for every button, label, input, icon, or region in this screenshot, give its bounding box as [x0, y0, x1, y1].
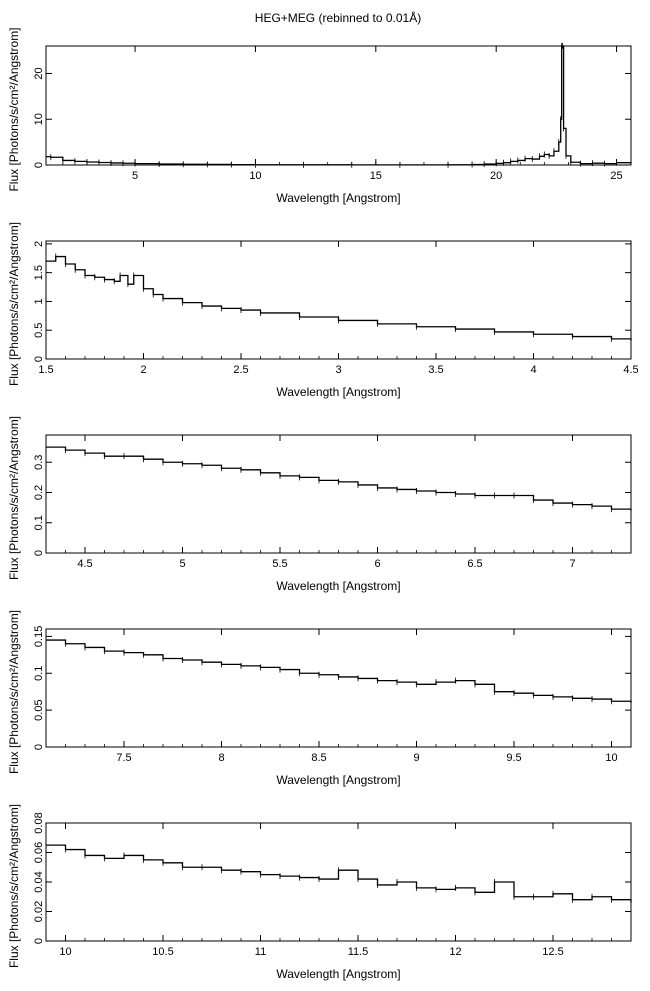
y-axis-label: Flux [Photons/s/cm²/Angstrom]	[7, 222, 21, 386]
y-tick-label: 0.3	[33, 455, 45, 470]
y-tick-label: 0.2	[33, 485, 45, 500]
panel-1: 5 10 15 20 25 0 10 20 Wavelength [Angstrom] Flux …	[7, 27, 632, 205]
y-tick-label: 0.06	[33, 842, 45, 863]
x-tick-label: 11.5	[348, 946, 369, 958]
y-tick-label: 0.5	[33, 323, 45, 338]
y-tick-label: 0.02	[33, 901, 45, 922]
x-tick-label: 3	[335, 364, 341, 376]
y-tick-label: 0.1	[33, 666, 45, 681]
y-tick-label: 0	[33, 938, 45, 944]
y-tick-label: 1	[33, 298, 45, 304]
x-tick-label: 6	[374, 558, 380, 570]
x-tick-label: 7	[569, 558, 575, 570]
panel-3: 4.5 5 5.5 6 6.5 7 0 0.1 0.2 0.3 Wavelength [Angstr…	[7, 416, 632, 593]
y-tick-label: 0.05	[33, 699, 45, 720]
panel-2: 1.5 2 2.5 3 3.5 4 4.5 0 0.5 1 1.5 2 Wavelength [Angs…	[7, 222, 639, 399]
x-tick-label: 15	[370, 170, 382, 182]
x-tick-label: 8	[218, 752, 224, 764]
x-axis-label: Wavelength [Angstrom]	[276, 191, 400, 205]
y-tick-label: 0	[33, 744, 45, 750]
x-tick-label: 4	[530, 364, 536, 376]
plot-frame	[45, 628, 632, 748]
series-1-line	[46, 255, 632, 341]
x-tick-label: 7.5	[116, 752, 131, 764]
x-tick-label: 10	[249, 170, 261, 182]
y-tick-label: 0	[33, 356, 45, 362]
x-tick-label: 5	[132, 170, 138, 182]
y-tick-label: 10	[33, 113, 45, 125]
x-tick-label: 9	[413, 752, 419, 764]
x-axis-label: Wavelength [Angstrom]	[276, 385, 400, 399]
y-tick-label: 20	[33, 67, 45, 79]
x-tick-label: 12	[449, 946, 461, 958]
x-tick-label: 4.5	[623, 364, 638, 376]
x-tick-label: 4.5	[77, 558, 92, 570]
plot-frame	[45, 434, 632, 554]
x-tick-label: 10	[59, 946, 71, 958]
y-axis-label: Flux [Photons/s/cm²/Angstrom]	[7, 416, 21, 580]
x-tick-label: 6.5	[467, 558, 482, 570]
plot-frame	[45, 45, 632, 166]
series-1-line	[46, 45, 632, 166]
x-tick-label: 8.5	[311, 752, 326, 764]
x-tick-label: 11	[255, 946, 266, 958]
y-tick-label: 0	[33, 162, 45, 168]
y-tick-label: 0.04	[33, 871, 45, 892]
y-tick-label: 0.08	[33, 812, 45, 833]
y-tick-label: 0.1	[33, 515, 45, 530]
y-axis-label: Flux [Photons/s/cm²/Angstrom]	[7, 804, 21, 968]
x-tick-label: 3.5	[428, 364, 443, 376]
x-tick-label: 1.5	[38, 364, 53, 376]
panel-5: 10 10.5 11 11.5 12 12.5 0 0.02 0.04 0.06 0.08 Wavel…	[7, 804, 632, 981]
x-tick-label: 2	[140, 364, 146, 376]
x-tick-label: 5.5	[272, 558, 287, 570]
x-axis-label: Wavelength [Angstrom]	[276, 773, 400, 787]
x-tick-label: 9.5	[506, 752, 521, 764]
y-tick-label: 0	[33, 550, 45, 556]
x-axis-label: Wavelength [Angstrom]	[276, 967, 400, 981]
x-tick-label: 20	[490, 170, 502, 182]
x-axis-label: Wavelength [Angstrom]	[276, 579, 400, 593]
x-tick-label: 12.5	[542, 946, 563, 958]
figure-title: HEG+MEG (rebinned to 0.01Å)	[255, 10, 421, 25]
series-1-line	[46, 639, 632, 703]
plot-frame	[45, 822, 632, 942]
y-axis-label: Flux [Photons/s/cm²/Angstrom]	[7, 610, 21, 774]
y-tick-label: 2	[33, 241, 45, 247]
x-tick-label: 5	[179, 558, 185, 570]
y-tick-label: 0.15	[33, 626, 45, 647]
plot-frame	[45, 240, 632, 360]
x-tick-label: 2.5	[233, 364, 248, 376]
panel-4: 7.5 8 8.5 9 9.5 10 0 0.05 0.1 0.15 Wavelength [Ang…	[7, 610, 632, 787]
series-1-line	[46, 844, 632, 903]
x-tick-label: 10	[605, 752, 617, 764]
y-tick-label: 1.5	[33, 265, 45, 280]
x-tick-label: 10.5	[152, 946, 173, 958]
y-axis-label: Flux [Photons/s/cm²/Angstrom]	[7, 27, 21, 191]
x-tick-label: 25	[610, 170, 622, 182]
series-1-line	[46, 446, 632, 511]
